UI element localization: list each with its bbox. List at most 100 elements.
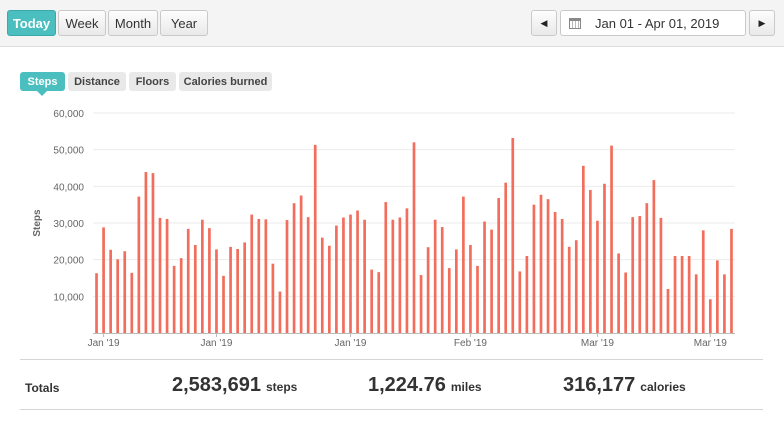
- bar: [708, 299, 712, 333]
- bar: [483, 221, 486, 333]
- y-tick-label: 30,000: [53, 219, 84, 230]
- bar: [525, 256, 529, 333]
- bar: [596, 220, 599, 333]
- x-tick-label: Jan '19: [335, 338, 367, 349]
- chevron-left-icon: ◀: [540, 17, 548, 28]
- bar: [645, 203, 649, 333]
- bar: [490, 229, 493, 333]
- bar: [624, 272, 627, 333]
- bar: [193, 245, 197, 333]
- y-tick-label: 20,000: [53, 256, 84, 267]
- total-calories-value: 316,177: [563, 374, 636, 396]
- bar: [102, 227, 105, 333]
- bar: [454, 249, 458, 333]
- next-range-button[interactable]: ▶: [749, 10, 775, 36]
- bar: [299, 195, 303, 333]
- bar: [243, 242, 247, 333]
- bar: [433, 219, 437, 333]
- totals-label: Totals: [25, 381, 60, 395]
- bar: [581, 165, 585, 333]
- bar: [130, 272, 134, 333]
- bar: [186, 228, 190, 333]
- bar: [532, 204, 536, 333]
- tab-steps[interactable]: Steps: [20, 72, 65, 91]
- y-axis-label: Steps: [32, 209, 43, 237]
- y-tick-label: 50,000: [53, 146, 84, 157]
- bar: [603, 183, 606, 333]
- bar: [546, 199, 550, 333]
- bar: [574, 240, 578, 333]
- previous-range-button[interactable]: ◀: [531, 10, 557, 36]
- month-button[interactable]: Month: [108, 10, 158, 36]
- bar: [278, 291, 282, 333]
- bar: [363, 219, 366, 333]
- bar: [730, 228, 733, 333]
- y-tick-label: 40,000: [53, 182, 84, 193]
- bar: [222, 275, 225, 333]
- bar: [123, 251, 127, 333]
- total-miles-unit: miles: [450, 380, 482, 394]
- tab-calories-burned[interactable]: Calories burned: [179, 72, 272, 91]
- bar: [172, 265, 176, 333]
- bar: [567, 246, 571, 333]
- bar: [589, 190, 592, 333]
- bar: [95, 273, 98, 333]
- bar: [208, 228, 211, 333]
- total-steps-unit: steps: [265, 380, 298, 394]
- bar: [342, 217, 345, 333]
- bar: [617, 253, 620, 333]
- bar: [497, 198, 500, 333]
- bar: [553, 212, 557, 333]
- active-tab-pointer: [37, 91, 47, 96]
- bar: [687, 256, 691, 333]
- today-button[interactable]: Today: [7, 10, 56, 36]
- bar: [370, 269, 374, 333]
- bar: [694, 274, 698, 333]
- bar: [271, 263, 275, 333]
- bar: [716, 260, 719, 333]
- bar: [257, 218, 261, 333]
- bar: [631, 217, 635, 333]
- calendar-icon: [569, 17, 581, 29]
- chevron-right-icon: ▶: [758, 17, 766, 28]
- tab-distance[interactable]: Distance: [68, 72, 126, 91]
- bar: [652, 180, 656, 333]
- bar: [116, 259, 120, 333]
- bar: [320, 237, 324, 333]
- toolbar: Today Week Month Year ◀ Jan 01 - Apr 01,…: [0, 0, 784, 47]
- bar: [426, 247, 430, 333]
- bar: [666, 289, 670, 333]
- bar: [440, 227, 444, 333]
- week-button[interactable]: Week: [58, 10, 106, 36]
- bar: [151, 173, 155, 333]
- bar: [560, 218, 564, 333]
- total-miles-value: 1,224.76: [368, 374, 446, 396]
- bar: [215, 249, 218, 333]
- tab-floors[interactable]: Floors: [129, 72, 176, 91]
- bar: [328, 245, 331, 333]
- bar: [292, 203, 296, 333]
- bar: [398, 217, 402, 333]
- bar: [673, 256, 677, 333]
- bar: [236, 249, 239, 333]
- bar: [144, 172, 148, 333]
- bar: [447, 268, 451, 333]
- total-steps-value: 2,583,691: [172, 374, 261, 396]
- bar: [412, 142, 416, 333]
- bar: [250, 214, 254, 333]
- x-tick-label: Mar '19: [694, 338, 727, 349]
- bar: [405, 208, 409, 333]
- bar: [137, 196, 141, 333]
- y-tick-label: 60,000: [53, 109, 84, 120]
- total-miles: 1,224.76 miles: [368, 374, 482, 397]
- bar: [469, 245, 472, 333]
- bar: [165, 218, 169, 333]
- date-range-picker[interactable]: Jan 01 - Apr 01, 2019: [560, 10, 746, 36]
- year-button[interactable]: Year: [160, 10, 208, 36]
- bar: [701, 230, 705, 333]
- bar: [391, 219, 395, 333]
- date-range-label: Jan 01 - Apr 01, 2019: [595, 15, 720, 31]
- bar: [511, 137, 515, 333]
- bar: [335, 225, 338, 333]
- bar: [638, 216, 642, 333]
